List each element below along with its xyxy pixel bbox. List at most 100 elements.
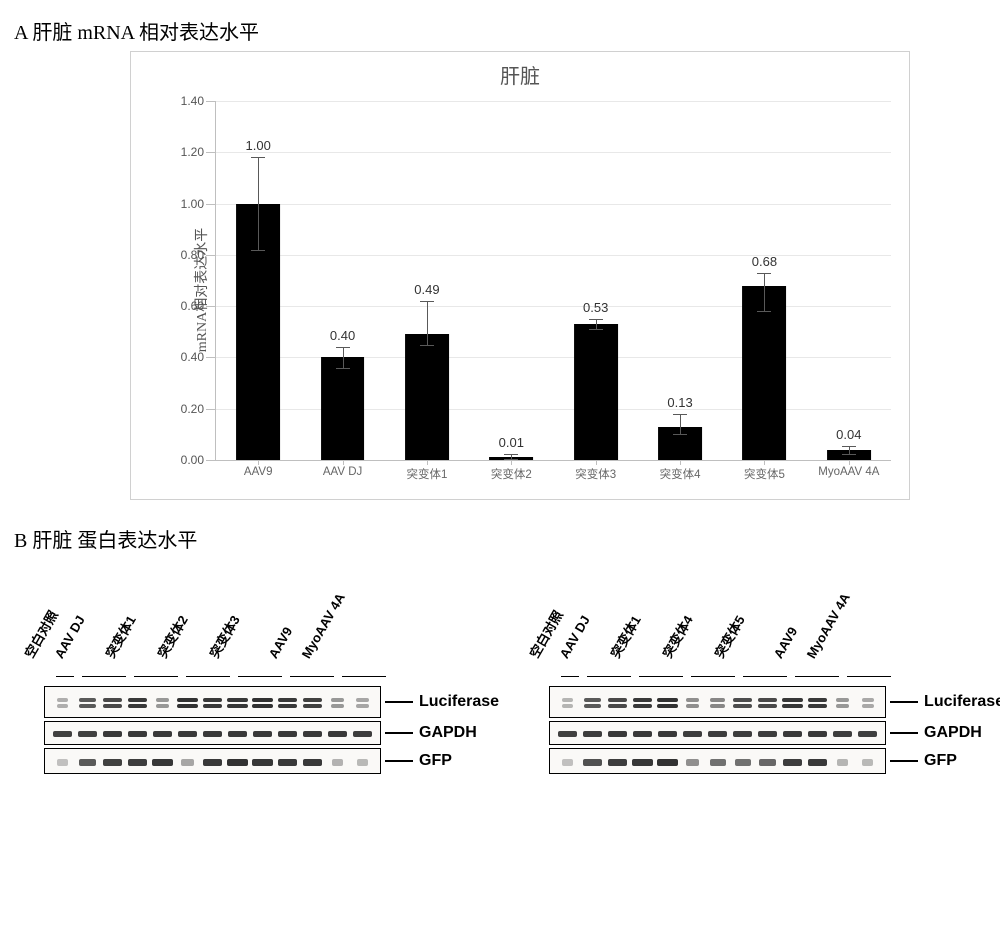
y-axis-label: mRNA相对表达水平 [191,228,211,352]
lane-underlines [557,664,895,682]
band [103,698,122,702]
band [733,731,753,737]
bar [405,334,449,460]
lane [681,726,704,742]
band [608,759,628,766]
band [227,759,247,766]
lane [831,726,854,742]
band [583,759,601,766]
error-cap [673,434,687,435]
y-tick-label: 0.40 [181,350,204,364]
lane-label-slot [869,593,895,663]
gel-row: GAPDH [44,721,477,745]
lane-label-slot: 突变体1 [130,593,156,663]
lane [731,753,754,771]
lane [76,753,99,771]
bar-slot: 0.01突变体2 [469,101,553,460]
gel-row: GFP [549,748,957,774]
band [710,698,724,702]
band [862,704,874,708]
x-tick [680,460,681,465]
lane [756,753,779,771]
lane [201,691,224,715]
band [562,698,573,702]
lane [806,691,829,715]
lane [581,691,604,715]
lane-underline [583,664,635,682]
lane-underline [182,664,234,682]
lane [856,753,879,771]
band [331,698,344,702]
bar-value-label: 0.53 [583,300,608,315]
band [808,704,828,708]
band [252,698,273,702]
lane [326,726,349,742]
bar-value-label: 0.13 [667,395,692,410]
y-tick-label: 1.40 [181,94,204,108]
band [657,704,677,708]
band [152,759,172,766]
lane [731,726,754,742]
lane [681,691,704,715]
lane [656,753,679,771]
error-cap [420,345,434,346]
band [57,759,67,766]
lane-label-slot: 突变体5 [739,593,765,663]
gel-label-text: Luciferase [419,693,499,711]
gel-row: GFP [44,748,452,774]
lane [151,691,174,715]
lane [756,691,779,715]
error-cap [504,454,518,455]
lane [606,726,629,742]
gel-label-dash [385,701,413,703]
lane [201,726,224,742]
band [633,704,653,708]
error-cap [589,319,603,320]
bar-chart: mRNA相对表达水平 0.000.200.400.600.801.001.201… [139,95,901,485]
band [203,731,223,737]
x-category-label: AAV9 [244,466,273,478]
lane [301,726,324,742]
y-tick [206,101,216,102]
lane-underline [791,664,843,682]
y-tick [206,306,216,307]
lane [326,753,349,771]
band [683,731,703,737]
lane [781,753,804,771]
error-cap [251,250,265,251]
band [227,704,247,708]
y-tick-label: 0.60 [181,299,204,313]
gel-label-dash [890,760,918,762]
band [153,731,173,737]
lane-label-slot: AAV DJ [583,593,609,663]
bar-slot: 0.04MyoAAV 4A [807,101,891,460]
error-bar [849,446,850,454]
band [858,731,877,737]
band [686,759,700,766]
y-tick [206,460,216,461]
lane-underline [635,664,687,682]
lane [631,753,654,771]
band [632,759,652,766]
lane [606,691,629,715]
band [862,759,873,766]
x-category-label: 突变体5 [744,466,785,482]
band [331,704,344,708]
lane [226,726,249,742]
lane-label-slot [364,593,390,663]
band [156,704,169,708]
band [128,759,148,766]
y-tick-label: 0.00 [181,453,204,467]
lane [51,726,74,742]
band [710,704,724,708]
band [252,759,272,766]
error-bar [596,319,597,329]
bar-value-label: 0.04 [836,427,861,442]
lane [326,691,349,715]
band [203,698,223,702]
lane [76,691,99,715]
lane [806,726,829,742]
band [862,698,874,702]
lane [151,726,174,742]
band [758,731,778,737]
